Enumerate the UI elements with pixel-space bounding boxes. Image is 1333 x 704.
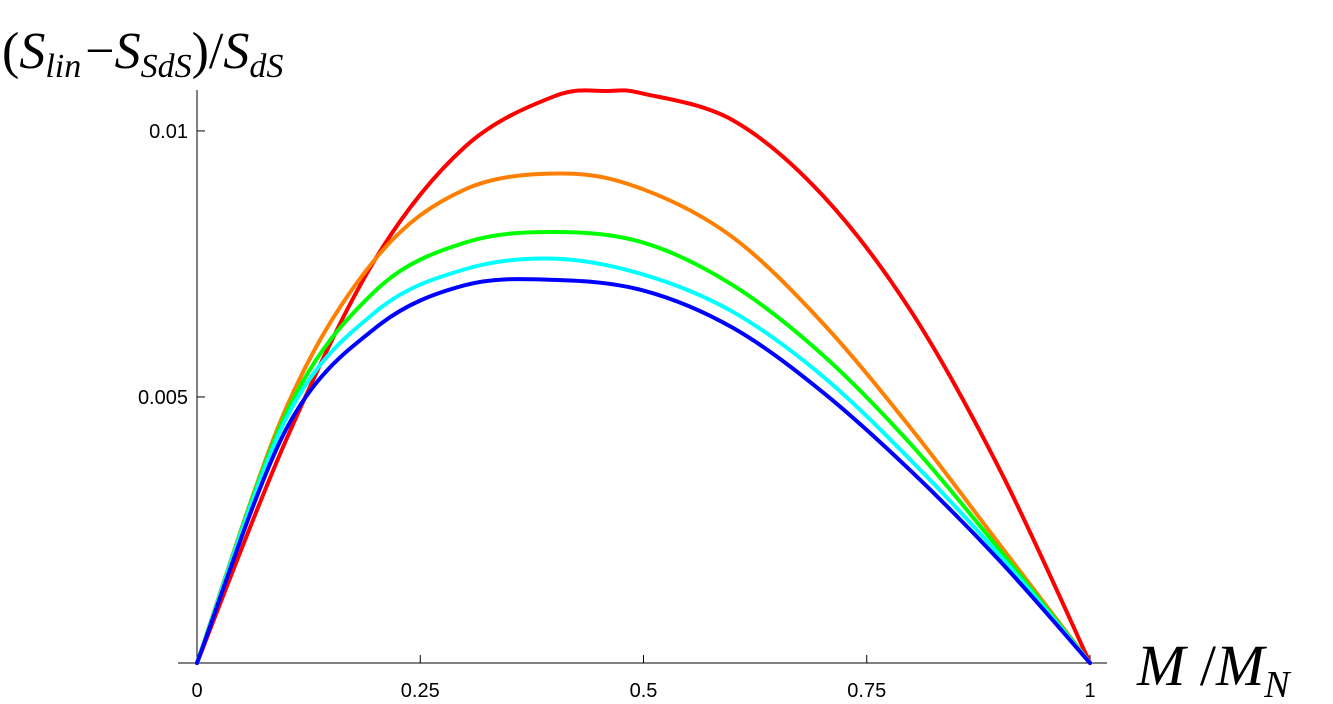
y-title-s2: S: [115, 23, 141, 80]
y-title-sub1: lin: [45, 48, 81, 85]
y-title-sub2: SdS: [141, 48, 192, 85]
y-axis-title: (Slin−SSdS)/SdS: [2, 23, 283, 85]
axes: [178, 90, 1107, 664]
y-tick-label: 0.01: [149, 121, 188, 143]
y-title-close: )/: [192, 23, 224, 80]
x-title-sub: N: [1263, 664, 1292, 704]
x-tick-label: 1: [1084, 680, 1095, 702]
x-title-m1: M: [1136, 633, 1188, 698]
y-tick-label: 0.005: [138, 387, 188, 409]
y-title-open: (: [2, 23, 19, 80]
ticks: 0 0.25 0.5 0.75 1 0.005 0.01: [138, 121, 1096, 702]
x-tick-label: 0: [191, 680, 202, 702]
x-tick-label: 0.75: [847, 680, 886, 702]
y-title-s3: S: [223, 23, 249, 80]
y-title-minus: −: [85, 23, 114, 80]
y-title-sub3: dS: [249, 48, 283, 85]
series-group: [195, 88, 1092, 665]
series-line: [195, 277, 1092, 665]
x-title-m2: M: [1215, 633, 1267, 698]
series-line: [195, 171, 1092, 665]
x-tick-label: 0.25: [401, 680, 440, 702]
x-tick-label: 0.5: [630, 680, 658, 702]
series-line: [195, 256, 1092, 665]
series-line: [195, 230, 1092, 665]
y-title-s1: S: [19, 23, 45, 80]
x-axis-title: M /MN: [1136, 633, 1292, 704]
x-title-slash: /: [1185, 633, 1217, 698]
series-line: [195, 88, 1092, 665]
